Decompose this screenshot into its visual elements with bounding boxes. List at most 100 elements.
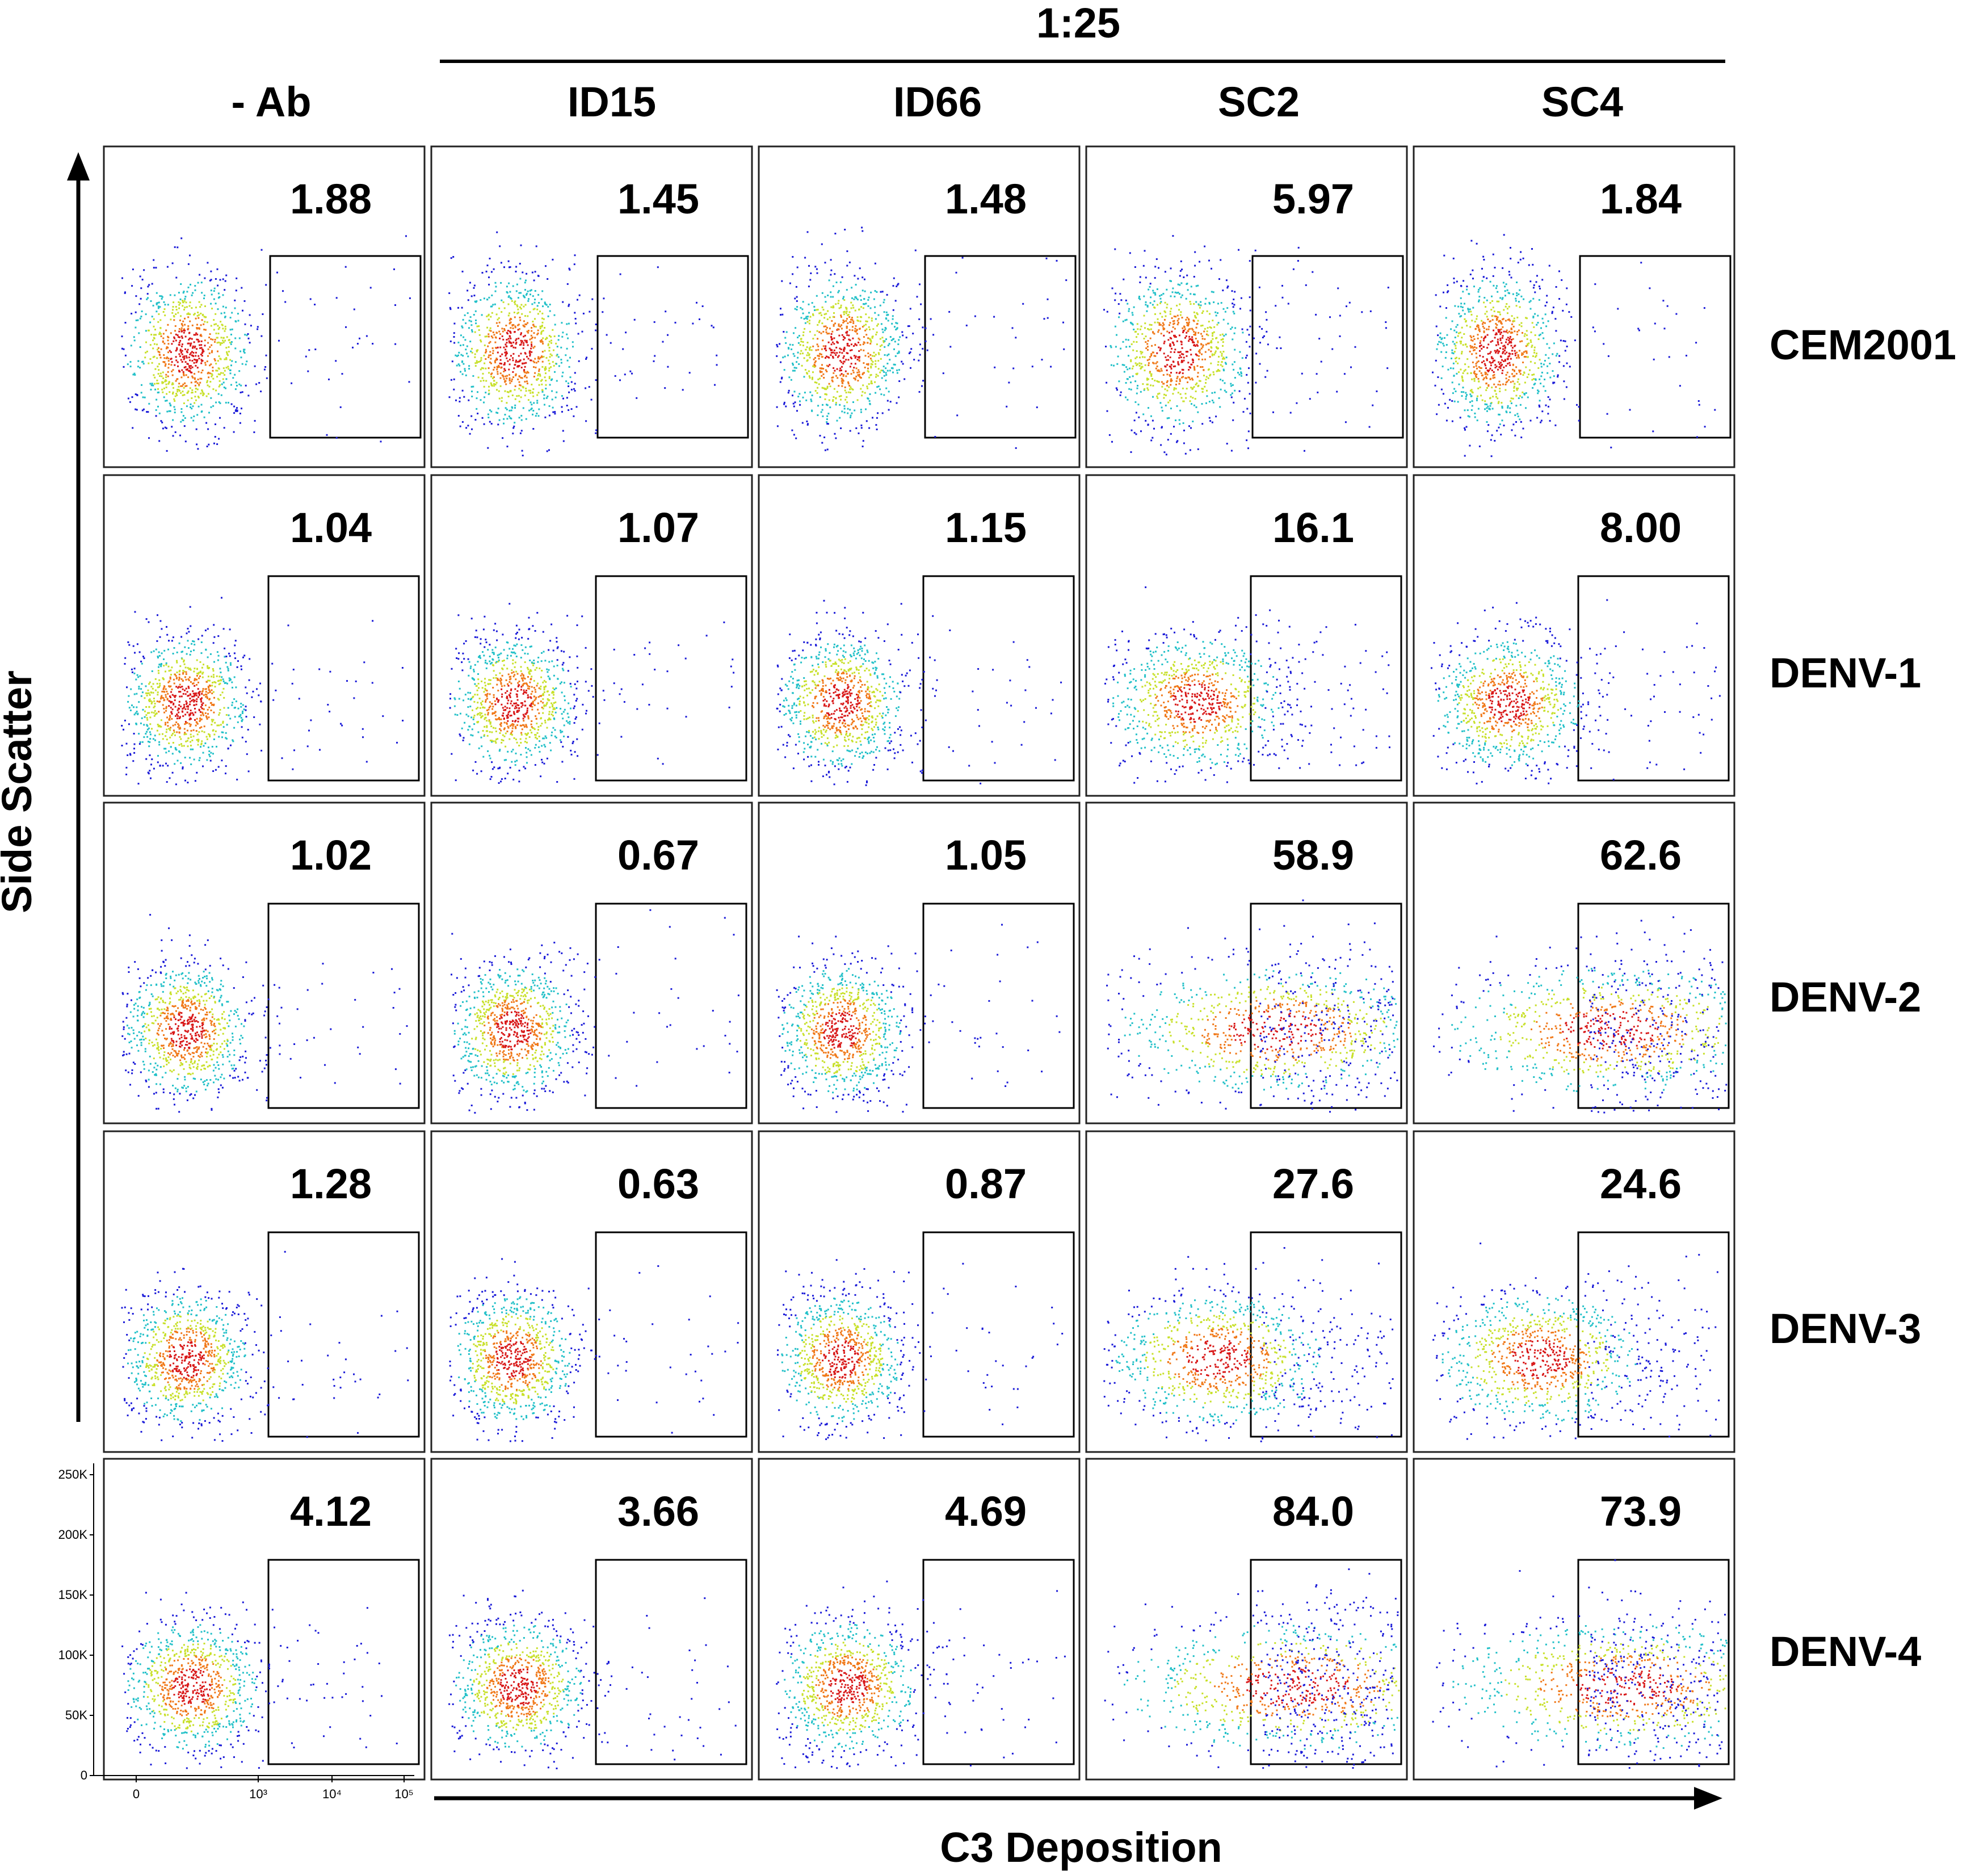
event-dot [500,377,502,379]
event-dot [226,351,228,353]
event-dot [188,391,190,392]
event-dot [253,431,255,433]
event-dot [497,319,499,321]
event-dot [184,318,186,320]
event-dot [524,335,526,337]
event-dot [221,383,223,385]
event-dot [248,338,250,339]
event-dot [314,304,316,305]
event-dot [173,398,175,400]
event-dot [549,341,550,342]
event-dot [243,349,245,350]
event-dot [176,246,178,248]
event-dot [568,305,569,307]
event-dot [264,366,266,368]
event-dot [198,406,200,408]
event-dot [544,404,545,406]
event-dot [505,391,506,392]
event-dot [208,444,209,446]
event-dot [196,443,197,445]
event-dot [201,319,203,321]
event-dot [161,335,162,337]
event-dot [191,408,192,409]
event-dot [585,387,586,389]
event-dot [542,322,544,324]
event-dot [191,338,193,340]
event-dot [488,318,490,320]
event-dot [554,371,556,373]
event-dot [254,420,256,422]
event-dot [167,371,169,373]
event-dot [474,285,476,287]
event-dot [162,372,164,373]
event-dot [239,351,241,352]
event-dot [372,343,373,345]
event-dot [227,354,229,356]
event-dot [195,307,197,308]
event-dot [471,348,473,350]
event-dot [234,308,236,309]
event-dot [150,389,152,391]
event-dot [159,295,161,297]
event-dot [233,431,235,433]
event-dot [512,433,514,434]
event-dot [190,284,191,286]
column-header-no-ab: - Ab [231,78,311,125]
event-dot [183,309,185,310]
event-dot [154,343,156,345]
event-dot [184,367,186,368]
event-dot [180,421,182,423]
event-dot [200,334,202,335]
event-dot [244,352,246,354]
event-dot [533,362,535,363]
event-dot [158,313,159,315]
event-dot [165,427,166,429]
event-dot [458,415,460,417]
event-dot [523,320,525,322]
event-dot [127,363,129,365]
event-dot [201,410,203,412]
event-dot [164,308,166,310]
event-dot [170,364,172,366]
event-dot [181,370,183,371]
event-dot [213,329,215,330]
event-dot [180,329,182,331]
event-dot [148,403,150,405]
event-dot [140,318,141,320]
event-dot [201,292,203,293]
event-dot [197,448,199,450]
event-dot [209,381,211,383]
event-dot [206,381,208,383]
event-dot [185,440,187,442]
event-dot [236,289,237,291]
event-dot [537,378,539,380]
event-dot [153,318,155,320]
event-dot [192,367,194,368]
event-dot [224,289,225,291]
event-dot [196,429,197,430]
event-dot [180,349,182,350]
event-dot [174,295,175,296]
event-dot [245,385,247,387]
event-dot [161,375,162,377]
event-dot [527,383,528,384]
event-dot [533,376,535,377]
event-dot [224,340,226,342]
event-dot [178,386,179,388]
event-dot [546,357,548,359]
event-dot [186,291,188,292]
event-dot [548,360,549,362]
event-dot [182,321,184,322]
event-dot [266,377,268,379]
event-dot [336,297,338,299]
event-dot [222,372,224,374]
event-dot [185,361,187,363]
event-dot [508,396,510,397]
event-dot [226,336,228,338]
event-dot [176,391,178,392]
event-dot [335,360,337,362]
event-dot [236,385,238,387]
event-dot [183,373,184,375]
event-dot [218,296,220,298]
event-dot [166,450,168,452]
